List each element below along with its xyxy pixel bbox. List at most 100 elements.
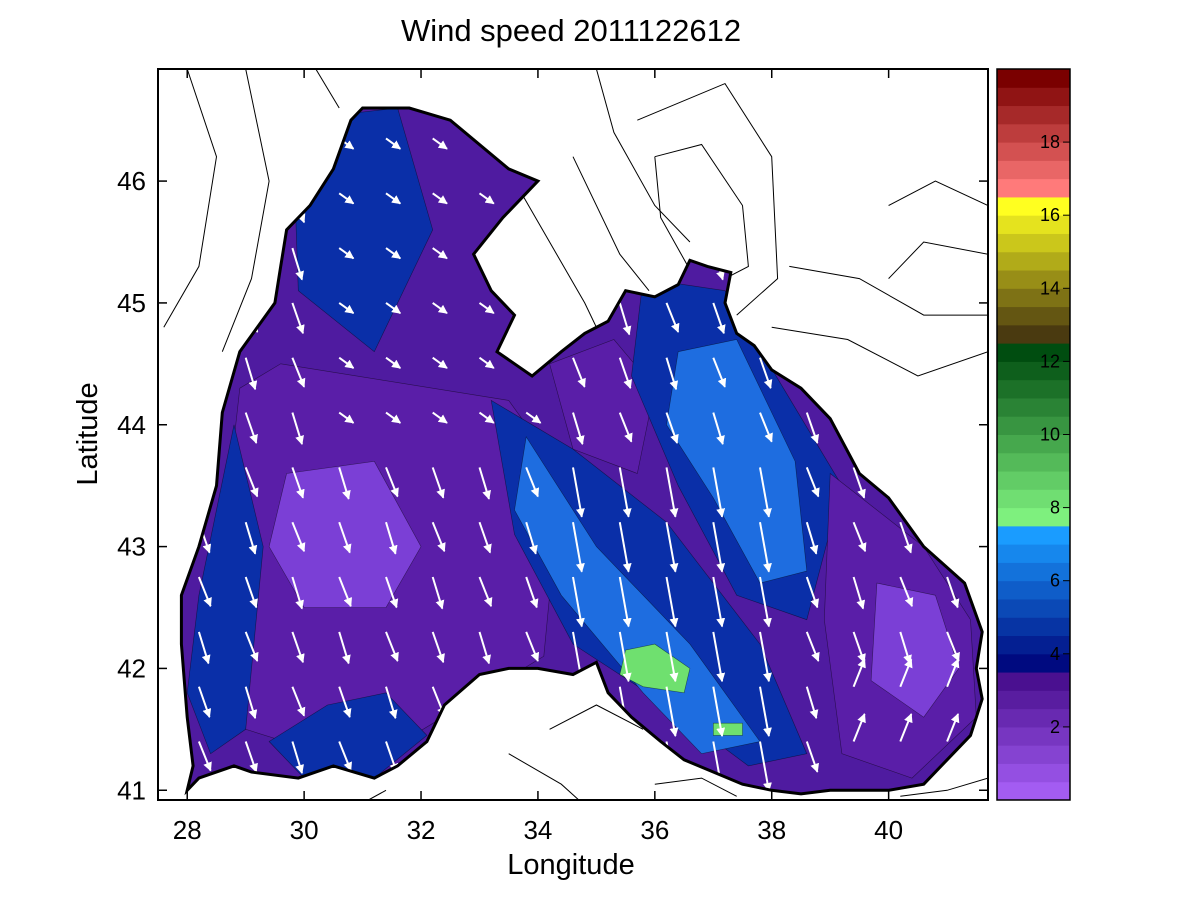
colorbar-swatch [997, 270, 1070, 289]
speed-zone [490, 399, 808, 767]
wind-arrow [618, 467, 632, 518]
colorbar-swatch [997, 251, 1070, 271]
wind-arrow [805, 467, 820, 498]
wind-arrow [899, 521, 913, 554]
wind-arrow [197, 631, 211, 665]
wind-arrow [946, 631, 960, 662]
wind-arrow [432, 356, 448, 369]
wind-arrow [852, 467, 866, 499]
wind-arrow [759, 357, 773, 389]
isoline [163, 69, 218, 328]
wind-arrow [244, 357, 258, 391]
colorbar-tick-label: 8 [1050, 498, 1060, 518]
wind-arrow [478, 192, 495, 205]
colorbar-swatch [997, 471, 1070, 490]
wind-arrow [618, 357, 632, 389]
y-axis-label: Latitude [72, 382, 104, 485]
isoline [508, 753, 580, 800]
wind-arrow [572, 522, 585, 573]
colorbar-swatch [997, 343, 1070, 362]
wind-arrow [618, 412, 633, 443]
wind-arrow [712, 576, 726, 628]
colorbar-swatch [997, 379, 1070, 399]
wind-arrow [197, 576, 212, 608]
wind-arrow [852, 576, 866, 610]
colorbar-swatch [997, 708, 1070, 728]
x-tick-label: 30 [290, 815, 319, 845]
wind-arrow [244, 686, 258, 720]
wind-arrow [338, 192, 355, 205]
y-tick-label: 43 [117, 532, 146, 562]
y-tick-label: 45 [117, 288, 146, 318]
colorbar-swatch [997, 489, 1070, 509]
colorbar-swatch [997, 580, 1070, 600]
wind-arrow [665, 467, 679, 518]
wind-arrow [712, 467, 726, 518]
wind-arrow [385, 686, 398, 720]
wind-arrow [712, 412, 725, 445]
wind-arrow [385, 411, 402, 424]
colorbar-swatch [997, 598, 1070, 618]
wind-arrow [338, 302, 355, 315]
wind-arrow [385, 521, 398, 555]
isoline [221, 69, 270, 352]
wind-arrow [432, 247, 448, 260]
wind-arrow [197, 686, 212, 718]
wind-arrow [852, 658, 866, 688]
wind-arrow [805, 631, 820, 662]
colorbar-swatch [997, 544, 1070, 563]
isoline [637, 82, 779, 316]
colorbar-swatch [997, 726, 1070, 746]
colorbar-swatch [997, 215, 1070, 234]
wind-arrow [432, 302, 448, 315]
y-axis-ticks: 41 42 43 44 45 46 [117, 166, 988, 805]
wind-arrow [712, 631, 726, 683]
wind-arrow [852, 631, 866, 664]
wind-arrow [665, 686, 679, 737]
wind-arrow [572, 576, 585, 628]
colorbar-swatch [997, 653, 1070, 673]
wind-arrow [665, 357, 679, 391]
wind-arrow [338, 467, 351, 500]
wind-arrow [712, 302, 726, 335]
speed-zone [186, 424, 264, 755]
wind-arrow [291, 302, 305, 335]
speed-zone [713, 722, 743, 736]
speed-zone [870, 582, 960, 718]
x-tick-label: 40 [874, 815, 903, 845]
wind-arrow [618, 631, 632, 683]
wind-arrow [572, 412, 585, 445]
wind-arrow [385, 302, 402, 315]
wind-arrow [291, 247, 304, 281]
wind-arrow [291, 521, 306, 553]
wind-arrow [712, 686, 726, 737]
wind-arrow [431, 467, 445, 499]
wind-arrow [432, 411, 448, 424]
colorbar-swatch [997, 196, 1070, 216]
colorbar-tick-label: 18 [1040, 132, 1060, 152]
wind-arrow [759, 522, 772, 573]
isoline [572, 156, 650, 292]
colorbar-swatch [997, 69, 1070, 88]
wind-arrow [478, 411, 495, 424]
y-tick-label: 44 [117, 410, 146, 440]
colorbar-swatch [997, 178, 1070, 198]
wind-arrow [525, 467, 540, 498]
wind-arrow [525, 521, 538, 555]
colorbar-swatch [997, 105, 1070, 125]
wind-arrow [244, 631, 259, 662]
plot-area [158, 69, 988, 800]
wind-arrow [244, 467, 259, 498]
speed-zone [268, 460, 422, 608]
wind-arrow [385, 631, 399, 662]
colorbar-swatch [997, 160, 1070, 180]
x-tick-label: 38 [757, 815, 786, 845]
colorbar-swatch [997, 507, 1070, 527]
wind-arrow [759, 741, 772, 792]
colorbar-swatch [997, 324, 1070, 344]
wind-arrow [431, 631, 445, 664]
wind-arrow [338, 576, 352, 608]
isoline [789, 265, 988, 316]
wind-arrow [431, 521, 446, 553]
wind-arrow [899, 713, 913, 742]
